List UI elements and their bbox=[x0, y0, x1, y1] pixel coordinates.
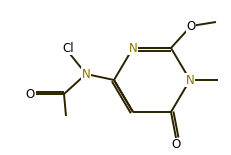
Text: Cl: Cl bbox=[62, 42, 74, 55]
Text: O: O bbox=[171, 139, 181, 151]
Text: N: N bbox=[129, 42, 137, 55]
Text: N: N bbox=[186, 73, 194, 86]
Text: O: O bbox=[186, 20, 196, 33]
Text: N: N bbox=[82, 67, 90, 80]
Text: O: O bbox=[25, 88, 35, 100]
